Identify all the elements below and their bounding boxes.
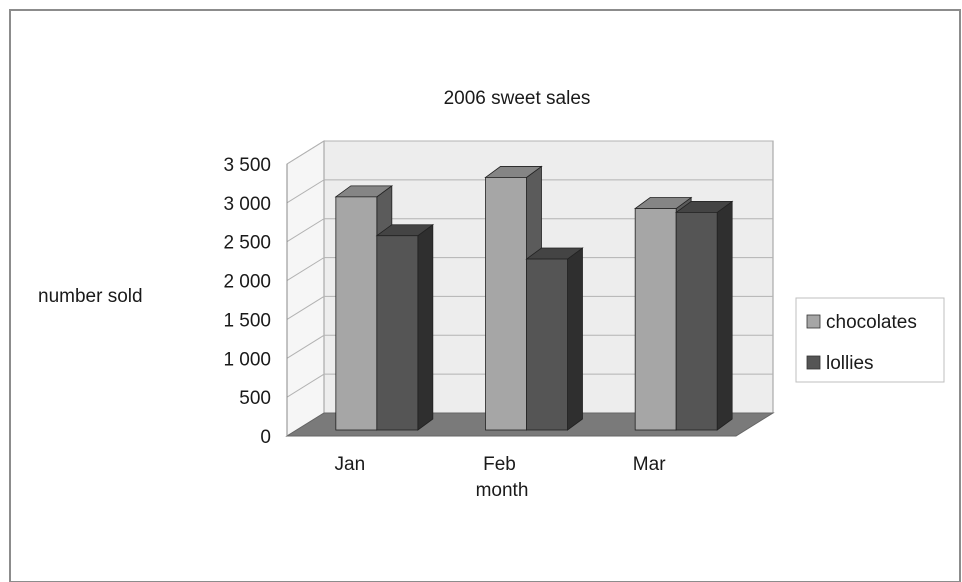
y-tick-label: 3 000	[223, 194, 271, 215]
x-tick-label: Mar	[633, 454, 666, 475]
bar-lollies-jan-side	[417, 223, 434, 431]
gridline	[286, 140, 773, 165]
legend-swatch-lollies	[806, 355, 821, 370]
gridline	[286, 334, 773, 359]
x-tick-label: Feb	[483, 454, 516, 475]
bar-chocolates-jan	[335, 196, 378, 431]
bar-lollies-mar	[675, 211, 718, 431]
legend-label-chocolates: chocolates	[826, 312, 917, 333]
x-tick-label: Jan	[335, 454, 366, 475]
chart-title: 2006 sweet sales	[444, 88, 591, 109]
side-wall	[286, 140, 325, 437]
gridline	[286, 257, 773, 281]
plot-area: 0 500 1 000 1 500 2 000 2 500 3 000 3 500 Jan Feb…	[223, 140, 775, 475]
y-tick-label: 3 500	[223, 155, 271, 176]
bar-chocolates-feb	[485, 177, 527, 431]
y-tick-label: 2 500	[223, 233, 271, 254]
y-axis-label: number sold	[38, 286, 143, 307]
y-tick-label: 1 500	[223, 310, 271, 331]
gridline	[286, 179, 773, 204]
y-tick-label: 1 000	[223, 349, 271, 370]
gridline	[286, 295, 773, 320]
bar-lollies-feb-side	[567, 247, 583, 431]
y-tick-label: 2 000	[223, 272, 271, 293]
legend: chocolates lollies	[795, 297, 945, 383]
legend-box	[795, 297, 945, 383]
gridline	[286, 218, 773, 243]
bar-lollies-mar-side	[716, 200, 733, 431]
x-axis-label: month	[476, 480, 529, 501]
legend-swatch-chocolates	[806, 314, 821, 329]
legend-label-lollies: lollies	[826, 353, 874, 374]
gridline	[286, 373, 773, 398]
bar-lollies-jan	[376, 235, 419, 431]
bar-chocolates-mar	[634, 208, 677, 431]
bar-lollies-feb	[526, 258, 568, 431]
y-tick-label: 0	[260, 427, 271, 448]
y-tick-label: 500	[239, 388, 271, 409]
